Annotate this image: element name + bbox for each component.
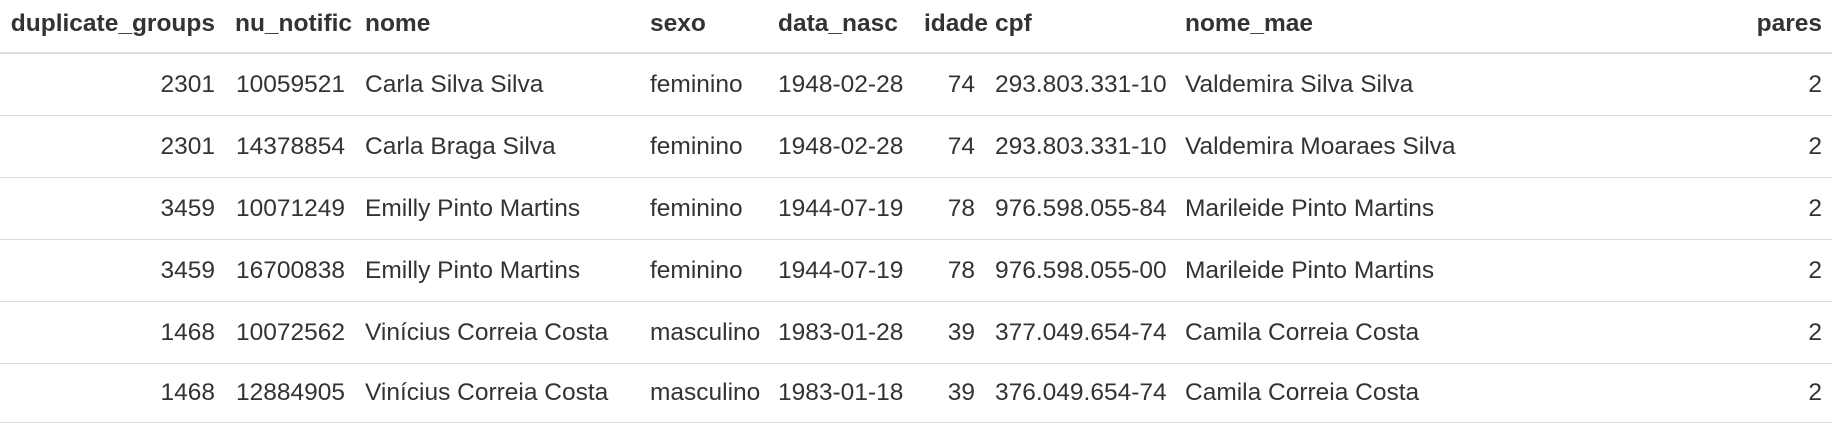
table-row: 2301 10059521 Carla Silva Silva feminino… bbox=[0, 53, 1832, 116]
column-header-idade: idade bbox=[914, 0, 988, 54]
cell-nome: Carla Silva Silva bbox=[355, 53, 640, 116]
cell-cpf: 377.049.654-74 bbox=[985, 301, 1175, 364]
cell-nu-notific: 16700838 bbox=[225, 239, 355, 302]
cell-duplicate-groups: 2301 bbox=[0, 53, 225, 116]
cell-sexo: masculino bbox=[640, 363, 768, 423]
cell-nome: Emilly Pinto Martins bbox=[355, 239, 640, 302]
cell-nu-notific: 10072562 bbox=[225, 301, 355, 364]
cell-duplicate-groups: 1468 bbox=[0, 301, 225, 364]
header-row: duplicate_groups nu_notific nome sexo da… bbox=[0, 0, 1832, 54]
cell-data-nasc: 1948-02-28 bbox=[768, 115, 914, 178]
table-row: 2301 14378854 Carla Braga Silva feminino… bbox=[0, 115, 1832, 178]
cell-nu-notific: 10071249 bbox=[225, 177, 355, 240]
cell-pares: 2 bbox=[1465, 301, 1832, 364]
table-row: 3459 16700838 Emilly Pinto Martins femin… bbox=[0, 239, 1832, 302]
cell-idade: 39 bbox=[914, 363, 985, 423]
cell-nome: Carla Braga Silva bbox=[355, 115, 640, 178]
cell-nome-mae: Valdemira Silva Silva bbox=[1175, 53, 1465, 116]
cell-pares: 2 bbox=[1465, 53, 1832, 116]
cell-sexo: masculino bbox=[640, 301, 768, 364]
column-header-nu-notific: nu_notific bbox=[225, 0, 355, 54]
table-row: 1468 12884905 Vinícius Correia Costa mas… bbox=[0, 363, 1832, 423]
cell-pares: 2 bbox=[1465, 177, 1832, 240]
cell-cpf: 976.598.055-00 bbox=[985, 239, 1175, 302]
cell-pares: 2 bbox=[1465, 115, 1832, 178]
column-header-cpf: cpf bbox=[985, 0, 1175, 54]
cell-sexo: feminino bbox=[640, 177, 768, 240]
cell-pares: 2 bbox=[1465, 363, 1832, 423]
cell-nome-mae: Valdemira Moaraes Silva bbox=[1175, 115, 1465, 178]
cell-cpf: 376.049.654-74 bbox=[985, 363, 1175, 423]
cell-sexo: feminino bbox=[640, 115, 768, 178]
column-header-duplicate-groups: duplicate_groups bbox=[0, 0, 225, 54]
cell-idade: 39 bbox=[914, 301, 985, 364]
cell-pares: 2 bbox=[1465, 239, 1832, 302]
cell-data-nasc: 1944-07-19 bbox=[768, 239, 914, 302]
column-header-data-nasc: data_nasc bbox=[768, 0, 914, 54]
cell-nu-notific: 12884905 bbox=[225, 363, 355, 423]
cell-nome: Emilly Pinto Martins bbox=[355, 177, 640, 240]
table-row: 3459 10071249 Emilly Pinto Martins femin… bbox=[0, 177, 1832, 240]
column-header-sexo: sexo bbox=[640, 0, 768, 54]
cell-data-nasc: 1944-07-19 bbox=[768, 177, 914, 240]
cell-cpf: 293.803.331-10 bbox=[985, 53, 1175, 116]
cell-idade: 78 bbox=[914, 177, 985, 240]
cell-duplicate-groups: 3459 bbox=[0, 239, 225, 302]
cell-duplicate-groups: 2301 bbox=[0, 115, 225, 178]
cell-data-nasc: 1948-02-28 bbox=[768, 53, 914, 116]
cell-duplicate-groups: 3459 bbox=[0, 177, 225, 240]
cell-sexo: feminino bbox=[640, 239, 768, 302]
cell-cpf: 293.803.331-10 bbox=[985, 115, 1175, 178]
cell-data-nasc: 1983-01-28 bbox=[768, 301, 914, 364]
column-header-nome-mae: nome_mae bbox=[1175, 0, 1465, 54]
cell-nome-mae: Marileide Pinto Martins bbox=[1175, 239, 1465, 302]
cell-nu-notific: 10059521 bbox=[225, 53, 355, 116]
cell-nome: Vinícius Correia Costa bbox=[355, 363, 640, 423]
cell-sexo: feminino bbox=[640, 53, 768, 116]
cell-cpf: 976.598.055-84 bbox=[985, 177, 1175, 240]
table-row: 1468 10072562 Vinícius Correia Costa mas… bbox=[0, 301, 1832, 364]
cell-nu-notific: 14378854 bbox=[225, 115, 355, 178]
cell-idade: 74 bbox=[914, 115, 985, 178]
cell-idade: 74 bbox=[914, 53, 985, 116]
cell-duplicate-groups: 1468 bbox=[0, 363, 225, 423]
column-header-pares: pares bbox=[1465, 0, 1832, 54]
cell-nome-mae: Marileide Pinto Martins bbox=[1175, 177, 1465, 240]
cell-data-nasc: 1983-01-18 bbox=[768, 363, 914, 423]
column-header-nome: nome bbox=[355, 0, 640, 54]
cell-nome-mae: Camila Correia Costa bbox=[1175, 363, 1465, 423]
cell-nome: Vinícius Correia Costa bbox=[355, 301, 640, 364]
cell-idade: 78 bbox=[914, 239, 985, 302]
table-body: 2301 10059521 Carla Silva Silva feminino… bbox=[0, 53, 1832, 423]
cell-nome-mae: Camila Correia Costa bbox=[1175, 301, 1465, 364]
